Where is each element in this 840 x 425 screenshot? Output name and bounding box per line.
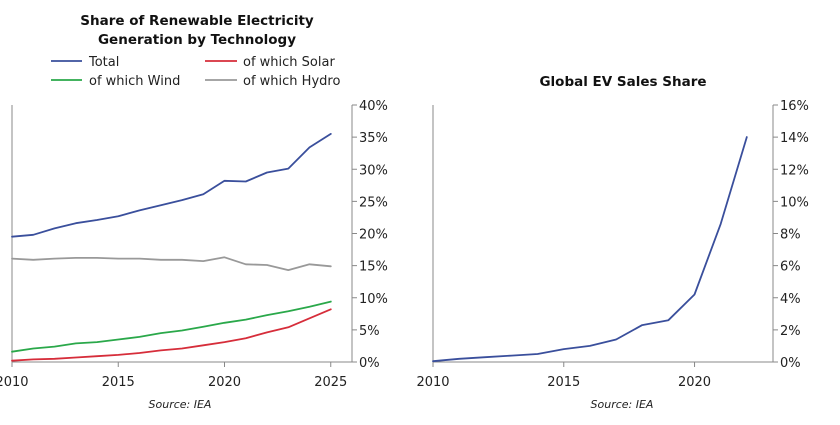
left-y-tick-label: 40% — [359, 99, 388, 114]
left-y-tick-label: 35% — [359, 131, 388, 146]
right-chart-source: Source: IEA — [591, 398, 654, 411]
right-series-line-ev-sales-share — [432, 136, 748, 363]
left-series-line-total — [11, 132, 332, 238]
right-y-tick-label: 10% — [780, 195, 809, 210]
right-x-tick-label: 2015 — [547, 375, 580, 390]
legend-label-wind: of which Wind — [89, 74, 180, 89]
left-series-line-of-which-hydro — [11, 256, 332, 272]
left-y-tick-label: 25% — [359, 195, 388, 210]
right-y-tick-label: 12% — [780, 163, 809, 178]
right-x-tick-label: 2010 — [416, 375, 449, 390]
left-y-tick-label: 20% — [359, 228, 388, 243]
right-y-tick-label: 14% — [780, 131, 809, 146]
left-chart-source: Source: IEA — [149, 398, 212, 411]
left-y-tick-label: 30% — [359, 163, 388, 178]
right-y-tick-label: 4% — [780, 292, 801, 307]
left-y-tick-label: 15% — [359, 260, 388, 275]
left-chart-title-line-2: Generation by Technology — [98, 32, 296, 48]
left-x-tick-label: 2015 — [102, 375, 135, 390]
right-x-tick-label: 2020 — [678, 375, 711, 390]
left-chart-title-line-1: Share of Renewable Electricity — [80, 13, 314, 29]
right-y-tick-label: 6% — [780, 260, 801, 275]
right-y-tick-label: 16% — [780, 99, 809, 114]
left-chart-plot: 0% 5% 10% 15% 20% 25% 30% 35% 40% 2010 2015 2020 202… — [0, 99, 388, 390]
legend-label-hydro: of which Hydro — [243, 74, 340, 89]
left-x-tick-label: 2025 — [314, 375, 347, 390]
right-y-tick-label: 0% — [780, 356, 801, 371]
left-series-line-of-which-wind — [11, 300, 332, 353]
right-y-tick-label: 8% — [780, 228, 801, 243]
right-y-tick-label: 2% — [780, 324, 801, 339]
right-chart-title: Global EV Sales Share — [539, 74, 706, 90]
left-x-tick-label: 2010 — [0, 375, 29, 390]
right-chart-plot: 0% 2% 4% 6% 8% 10% 12% 14% 16% 2010 2015 2020 — [416, 99, 808, 390]
left-y-tick-label: 0% — [359, 356, 380, 371]
left-series-line-of-which-solar — [11, 308, 332, 362]
left-chart-legend: Total of which Solar of which Wind of wh… — [51, 55, 340, 89]
legend-label-total: Total — [88, 55, 119, 70]
left-y-tick-label: 5% — [359, 324, 380, 339]
left-y-tick-label: 10% — [359, 292, 388, 307]
left-x-tick-label: 2020 — [208, 375, 241, 390]
legend-label-solar: of which Solar — [243, 55, 335, 70]
